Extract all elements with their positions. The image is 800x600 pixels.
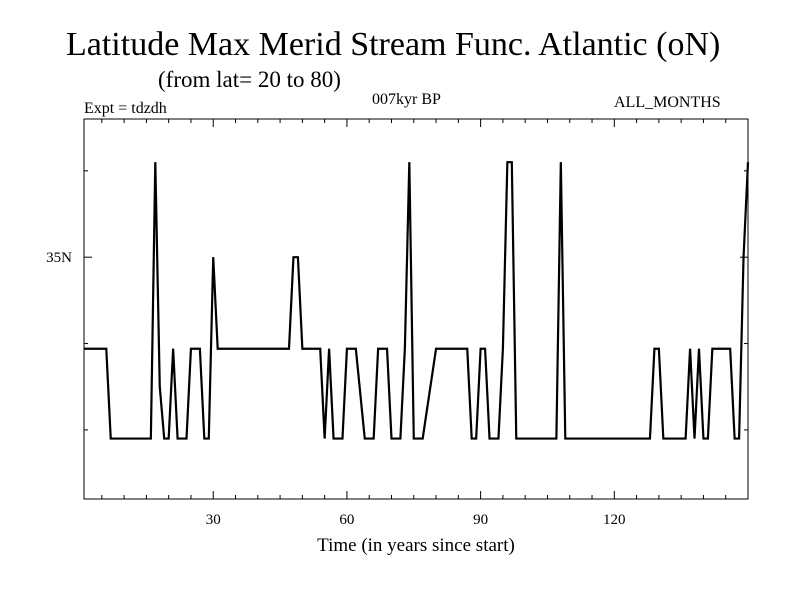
x-tick-label: 120 [603, 512, 626, 528]
chart-subtitle: (from lat= 20 to 80) [158, 67, 341, 92]
x-axis-label: Time (in years since start) [317, 535, 515, 556]
period-label: 007kyr BP [372, 91, 441, 108]
x-tick-label: 60 [339, 512, 354, 528]
series-line [84, 161, 750, 440]
x-tick-label: 30 [206, 512, 221, 528]
plot-frame [83, 118, 749, 500]
x-tick-label: 90 [473, 512, 488, 528]
y-tick-label: 35N [46, 250, 72, 266]
months-label: ALL_MONTHS [614, 94, 721, 111]
chart-title: Latitude Max Merid Stream Func. Atlantic… [66, 26, 721, 63]
experiment-label: Expt = tdzdh [84, 100, 167, 117]
